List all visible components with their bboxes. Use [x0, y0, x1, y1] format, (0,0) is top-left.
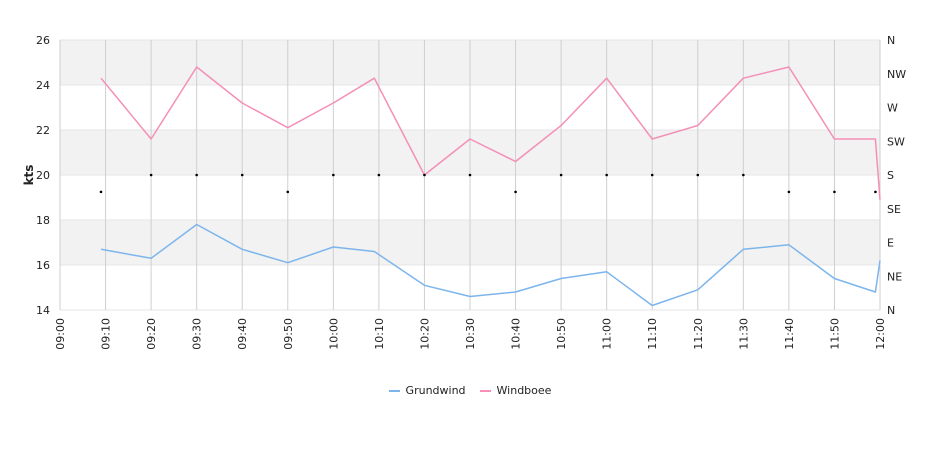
y2-tick-label: NW [887, 68, 906, 81]
y-tick-label: 14 [36, 304, 50, 317]
direction-marker [195, 173, 198, 177]
legend-item-windboee[interactable]: Windboee [479, 384, 552, 397]
x-tick-label: 10:30 [464, 318, 477, 350]
y2-tick-label: SW [887, 135, 905, 148]
direction-marker [332, 173, 335, 177]
y-tick-label: 18 [36, 214, 50, 227]
y2-tick-label: E [887, 237, 894, 250]
x-tick-label: 09:10 [100, 318, 113, 350]
x-tick-label: 09:00 [54, 318, 67, 350]
y2-tick-label: N [887, 34, 895, 47]
x-tick-label: 09:50 [282, 318, 295, 350]
y-tick-label: 22 [36, 124, 50, 137]
x-tick-label: 12:00 [874, 318, 887, 350]
legend-swatch-windboee [479, 389, 491, 392]
direction-marker [514, 190, 517, 194]
direction-marker [742, 173, 745, 177]
series-line-windboee [100, 66, 881, 200]
direction-marker [377, 173, 381, 177]
y-tick-label: 24 [36, 79, 50, 92]
legend-label-grundwind: Grundwind [405, 384, 466, 397]
direction-marker [833, 190, 836, 194]
direction-marker [559, 173, 563, 177]
legend-item-grundwind[interactable]: Grundwind [388, 384, 466, 397]
x-tick-label: 10:10 [373, 318, 386, 350]
y2-tick-label: W [887, 102, 898, 115]
x-tick-label: 09:30 [191, 318, 204, 350]
direction-marker [696, 173, 700, 177]
direction-marker [423, 173, 426, 177]
legend-label-windboee: Windboee [496, 384, 552, 397]
x-tick-label: 10:00 [327, 318, 340, 350]
x-tick-label: 11:00 [601, 318, 614, 350]
y2-tick-label: SE [887, 203, 901, 216]
series-line-grundwind [100, 223, 881, 307]
x-tick-label: 10:40 [510, 318, 523, 350]
chart-legend: Grundwind Windboee [0, 384, 940, 397]
direction-marker [874, 190, 877, 194]
x-tick-label: 11:10 [646, 318, 659, 350]
y2-tick-label: N [887, 304, 895, 317]
x-tick-label: 09:40 [236, 318, 249, 350]
direction-marker [99, 190, 103, 194]
direction-marker [650, 173, 654, 177]
x-tick-label: 11:30 [737, 318, 750, 350]
x-tick-label: 10:20 [418, 318, 431, 350]
y2-tick-label: S [887, 169, 894, 182]
direction-marker [149, 173, 153, 177]
direction-marker [240, 173, 244, 177]
direction-marker [286, 190, 290, 194]
direction-marker [787, 190, 791, 194]
x-tick-label: 09:20 [145, 318, 158, 350]
x-tick-label: 11:50 [828, 318, 841, 350]
direction-marker [468, 173, 472, 177]
y-tick-label: 16 [36, 259, 50, 272]
y-tick-label: 26 [36, 34, 50, 47]
direction-marker [605, 173, 608, 177]
x-tick-label: 11:40 [783, 318, 796, 350]
y-tick-label: 20 [36, 169, 50, 182]
x-tick-label: 10:50 [555, 318, 568, 350]
legend-swatch-grundwind [388, 389, 400, 392]
y2-tick-label: NE [887, 270, 902, 283]
x-tick-label: 11:20 [692, 318, 705, 350]
y-axis-title: kts [22, 165, 36, 186]
